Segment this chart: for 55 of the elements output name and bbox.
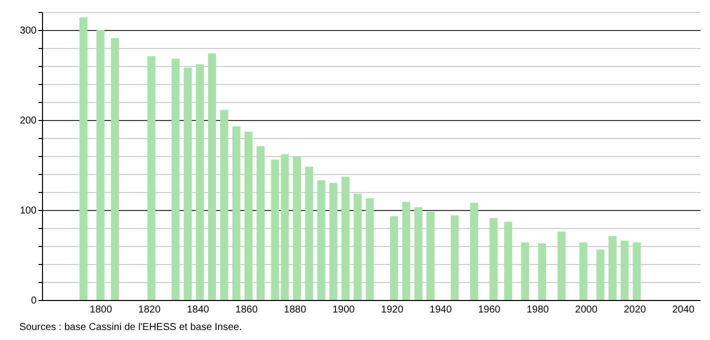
bar xyxy=(244,132,252,300)
bar xyxy=(317,180,326,300)
y-tick-label: 300 xyxy=(20,26,37,36)
bar xyxy=(354,194,362,300)
bar xyxy=(490,218,498,300)
bar xyxy=(292,156,301,300)
bar xyxy=(414,207,422,300)
bar xyxy=(147,56,156,300)
x-tick-label: 1920 xyxy=(381,304,404,316)
bar xyxy=(426,212,434,300)
bar xyxy=(521,242,530,300)
bar xyxy=(256,146,265,300)
bar xyxy=(620,240,629,300)
x-tick-label: 1900 xyxy=(332,304,356,316)
x-tick-label: 1860 xyxy=(235,304,258,316)
y-tick-label: 0 xyxy=(30,296,37,306)
bar xyxy=(305,166,314,300)
x-tick-label: 2020 xyxy=(624,304,646,316)
x-tick-label: 2040 xyxy=(672,304,695,316)
bar xyxy=(96,30,104,300)
bar xyxy=(504,222,512,300)
bar xyxy=(220,110,228,300)
bar xyxy=(390,216,398,300)
bar xyxy=(172,58,180,300)
bar xyxy=(329,183,338,300)
bar xyxy=(208,53,216,300)
bar xyxy=(232,126,240,300)
bar xyxy=(342,176,350,300)
bar xyxy=(558,232,566,300)
x-tick-label: 1980 xyxy=(526,304,550,316)
x-tick-label: 1820 xyxy=(138,304,161,316)
x-tick-label: 1960 xyxy=(478,304,501,316)
bar xyxy=(596,250,604,300)
bar xyxy=(470,202,478,300)
bar xyxy=(538,243,546,300)
y-tick-label: 200 xyxy=(20,116,37,126)
x-tick-label: 2000 xyxy=(575,304,598,316)
bar xyxy=(110,38,119,300)
x-tick-label: 1800 xyxy=(90,304,112,316)
source-note: Sources : base Cassini de l'EHESS et base Insee. xyxy=(19,322,242,333)
x-tick-label: 1840 xyxy=(186,304,210,316)
bar xyxy=(450,215,459,300)
bar xyxy=(632,242,641,300)
bar xyxy=(280,154,289,300)
bar xyxy=(402,202,410,300)
y-tick-label: 100 xyxy=(20,206,37,216)
bar xyxy=(366,198,374,300)
bar xyxy=(184,68,192,300)
x-tick-label: 1940 xyxy=(430,304,452,316)
x-tick-label: 1880 xyxy=(284,304,307,316)
bar xyxy=(608,236,616,300)
bar xyxy=(579,242,588,300)
bar xyxy=(79,17,88,300)
bar xyxy=(271,160,280,300)
bar xyxy=(196,64,204,300)
